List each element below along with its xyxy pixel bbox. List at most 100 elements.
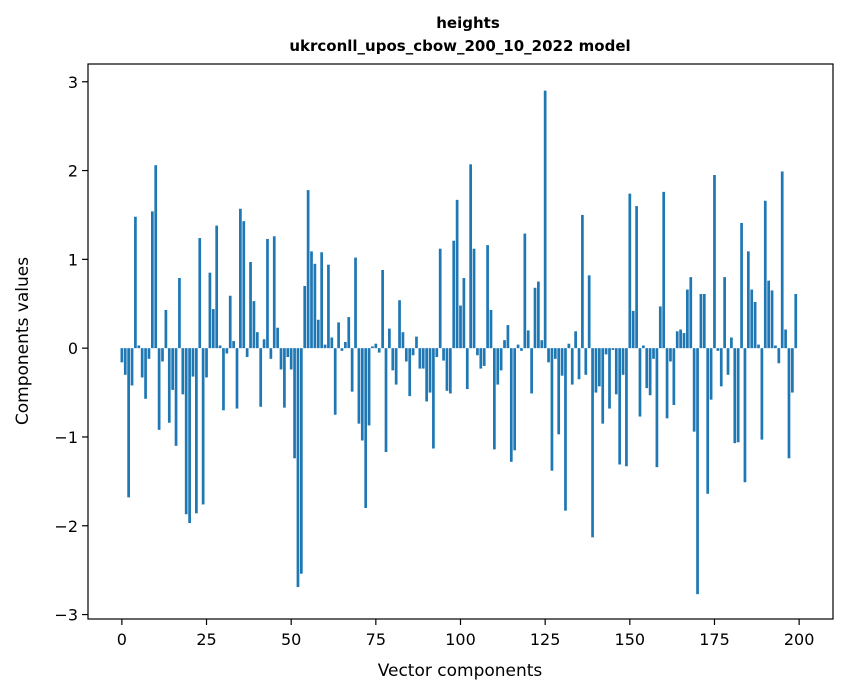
- bar-71: [360, 348, 364, 441]
- bar-146: [614, 348, 618, 395]
- bar-18: [181, 348, 185, 395]
- bar-2: [127, 348, 130, 498]
- bar-37: [245, 348, 249, 358]
- bar-175: [713, 175, 716, 349]
- bar-107: [482, 348, 486, 366]
- bar-76: [377, 348, 381, 353]
- bar-59: [320, 252, 324, 349]
- bar-177: [719, 348, 723, 387]
- bar-157: [652, 348, 655, 359]
- bar-57: [313, 263, 317, 349]
- bar-184: [743, 348, 747, 483]
- bar-17: [178, 278, 181, 349]
- bar-155: [645, 348, 649, 389]
- bar-27: [211, 309, 215, 349]
- bar-187: [753, 301, 757, 349]
- bar-0: [120, 348, 124, 363]
- bar-192: [770, 290, 774, 349]
- bar-3: [130, 348, 134, 386]
- bar-41: [259, 348, 263, 407]
- bars-group: [120, 90, 798, 595]
- bar-167: [686, 289, 689, 349]
- bar-84: [404, 348, 408, 362]
- bar-49: [286, 348, 290, 358]
- bar-173: [706, 348, 710, 494]
- x-tick-label-175: 175: [699, 630, 730, 649]
- bar-118: [520, 348, 523, 351]
- bar-4: [134, 216, 137, 349]
- bar-15: [171, 348, 175, 390]
- bar-171: [699, 293, 703, 349]
- x-tick-label-0: 0: [117, 630, 127, 649]
- bar-180: [730, 337, 733, 349]
- bar-74: [371, 346, 374, 349]
- bar-141: [597, 348, 601, 387]
- bar-181: [733, 348, 737, 444]
- bar-42: [262, 339, 266, 349]
- bar-189: [760, 348, 764, 440]
- bar-52: [296, 348, 300, 588]
- bar-142: [601, 348, 605, 424]
- bar-125: [543, 90, 547, 349]
- bar-111: [496, 348, 500, 385]
- bar-78: [384, 348, 388, 453]
- x-tick-label-200: 200: [784, 630, 815, 649]
- bar-196: [784, 329, 787, 349]
- bar-151: [631, 310, 635, 349]
- bar-108: [486, 245, 489, 349]
- bar-123: [537, 281, 540, 349]
- bar-83: [401, 332, 405, 349]
- x-tick-label-50: 50: [281, 630, 301, 649]
- bar-62: [330, 337, 334, 349]
- bar-6: [140, 348, 144, 378]
- bar-176: [716, 348, 720, 351]
- bar-139: [591, 348, 594, 538]
- bar-135: [577, 348, 581, 380]
- y-tick-label-3: 3: [68, 73, 78, 92]
- bar-48: [283, 348, 286, 408]
- bar-138: [587, 275, 591, 349]
- bar-122: [533, 287, 537, 349]
- chart-subtitle: ukrconll_upos_cbow_200_10_2022 model: [289, 37, 630, 55]
- bar-120: [526, 330, 530, 349]
- bar-40: [255, 332, 259, 349]
- bar-144: [608, 348, 611, 409]
- bar-89: [421, 348, 425, 369]
- bar-115: [509, 348, 513, 462]
- bar-13: [164, 309, 168, 349]
- y-tick-label--3: −3: [54, 606, 78, 625]
- bar-174: [709, 348, 713, 400]
- chart-title: heights: [436, 14, 500, 32]
- bar-35: [239, 208, 242, 349]
- bar-188: [757, 344, 760, 349]
- x-tick-label-75: 75: [366, 630, 386, 649]
- bar-186: [750, 289, 754, 349]
- bar-140: [594, 348, 598, 393]
- bar-81: [394, 348, 398, 385]
- bar-103: [469, 164, 473, 349]
- bar-194: [777, 348, 781, 364]
- bar-112: [499, 348, 503, 371]
- bar-1: [123, 348, 127, 375]
- bar-113: [503, 340, 506, 349]
- bar-158: [655, 348, 659, 468]
- bar-153: [638, 348, 642, 417]
- bar-147: [618, 348, 622, 465]
- bar-95: [442, 348, 445, 361]
- bar-50: [289, 348, 293, 370]
- bar-152: [635, 206, 638, 349]
- bar-5: [137, 345, 141, 349]
- bar-130: [560, 348, 564, 376]
- bar-160: [662, 191, 666, 349]
- bar-26: [208, 272, 212, 349]
- bar-66: [344, 341, 347, 349]
- bar-156: [648, 348, 652, 396]
- bar-143: [604, 348, 608, 355]
- bar-68: [350, 348, 354, 392]
- bar-199: [794, 293, 798, 349]
- bar-168: [689, 277, 693, 349]
- bar-162: [669, 348, 672, 362]
- bar-77: [381, 270, 384, 349]
- bar-127: [550, 348, 554, 471]
